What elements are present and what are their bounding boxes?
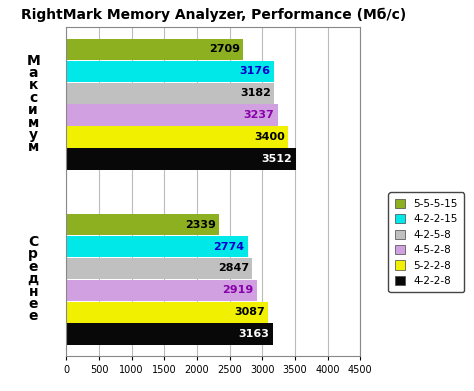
Text: 2919: 2919 bbox=[222, 285, 254, 295]
Text: 3182: 3182 bbox=[240, 88, 271, 98]
Text: 3176: 3176 bbox=[239, 66, 271, 76]
Legend: 5-5-5-15, 4-2-2-15, 4-2-5-8, 4-5-2-8, 5-2-2-8, 4-2-2-8: 5-5-5-15, 4-2-2-15, 4-2-5-8, 4-5-2-8, 5-… bbox=[388, 192, 464, 292]
Text: 2774: 2774 bbox=[213, 242, 244, 251]
Text: 3400: 3400 bbox=[255, 132, 285, 142]
Text: 3087: 3087 bbox=[234, 307, 264, 317]
Text: 3163: 3163 bbox=[239, 329, 270, 339]
Bar bbox=[66, 39, 243, 60]
Bar bbox=[66, 61, 274, 82]
Bar bbox=[66, 126, 288, 148]
Bar bbox=[66, 214, 219, 235]
Bar bbox=[66, 148, 296, 170]
Text: 2847: 2847 bbox=[218, 264, 249, 273]
Title: RightMark Memory Analyzer, Performance (Мб/с): RightMark Memory Analyzer, Performance (… bbox=[21, 8, 406, 22]
Text: С
р
е
д
н
е
е: С р е д н е е bbox=[27, 235, 39, 323]
Bar bbox=[66, 301, 268, 323]
Bar bbox=[66, 258, 252, 279]
Bar bbox=[66, 236, 247, 257]
Bar bbox=[66, 323, 273, 345]
Text: 2339: 2339 bbox=[185, 220, 216, 230]
Text: М
а
к
с
и
м
у
м: М а к с и м у м bbox=[26, 54, 40, 154]
Text: 3237: 3237 bbox=[244, 110, 274, 120]
Bar bbox=[66, 280, 257, 301]
Bar bbox=[66, 104, 278, 126]
Text: 3512: 3512 bbox=[262, 154, 292, 164]
Bar bbox=[66, 83, 274, 104]
Text: 2709: 2709 bbox=[209, 45, 240, 54]
